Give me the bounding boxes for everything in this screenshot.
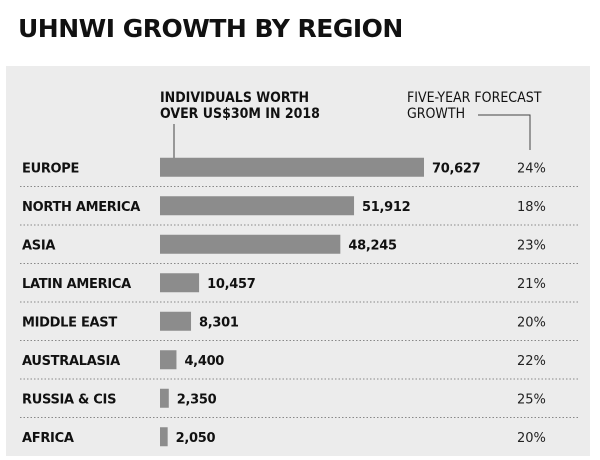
growth-header-line-1: FIVE-YEAR FORECAST xyxy=(407,90,542,106)
bar xyxy=(160,311,192,331)
category-label: NORTH AMERICA xyxy=(22,200,140,215)
growth-label: 25% xyxy=(517,392,546,407)
bar xyxy=(160,350,177,370)
category-label: ASIA xyxy=(22,238,55,253)
value-label: 10,457 xyxy=(207,277,256,292)
chart-panel xyxy=(6,66,590,456)
growth-header: FIVE-YEAR FORECAST GROWTH xyxy=(407,90,541,122)
series-header-line-1: INDIVIDUALS WORTH xyxy=(160,90,310,106)
bar xyxy=(160,273,200,293)
bar xyxy=(160,388,169,408)
category-label: AFRICA xyxy=(22,431,74,446)
value-label: 2,050 xyxy=(176,431,216,446)
growth-label: 20% xyxy=(517,431,546,446)
growth-label: 24% xyxy=(517,161,546,176)
bar xyxy=(160,234,341,254)
value-label: 8,301 xyxy=(199,315,239,330)
growth-header-connector xyxy=(478,114,531,150)
bar xyxy=(160,196,355,216)
category-label: LATIN AMERICA xyxy=(22,277,131,292)
growth-label: 18% xyxy=(517,200,546,215)
growth-header-line-2: GROWTH xyxy=(407,106,466,122)
category-label: RUSSIA & CIS xyxy=(22,392,116,407)
category-label: AUSTRALASIA xyxy=(22,354,120,369)
category-label: EUROPE xyxy=(22,161,79,176)
bar xyxy=(160,427,168,447)
series-header-line-2: OVER US$30M IN 2018 xyxy=(160,106,320,122)
value-label: 48,245 xyxy=(348,238,397,253)
value-label: 2,350 xyxy=(177,392,217,407)
value-label: 70,627 xyxy=(432,161,481,176)
series-header: INDIVIDUALS WORTH OVER US$30M IN 2018 xyxy=(160,90,320,122)
growth-label: 23% xyxy=(517,238,546,253)
growth-label: 21% xyxy=(517,277,546,292)
chart-title: UHNWI GROWTH BY REGION xyxy=(18,14,403,43)
value-label: 51,912 xyxy=(362,200,410,215)
category-label: MIDDLE EAST xyxy=(22,315,117,330)
value-label: 4,400 xyxy=(184,354,224,369)
bar xyxy=(160,157,424,177)
growth-label: 22% xyxy=(517,354,546,369)
growth-label: 20% xyxy=(517,315,546,330)
